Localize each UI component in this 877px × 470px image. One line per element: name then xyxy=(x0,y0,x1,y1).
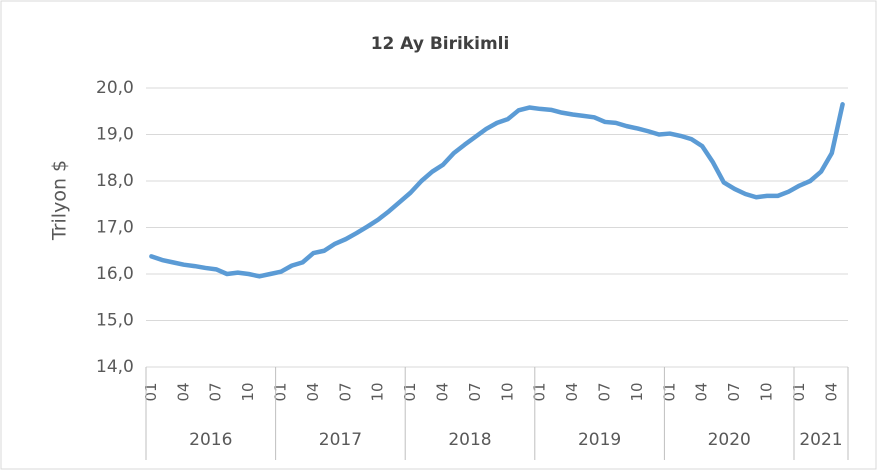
y-tick-label: 16,0 xyxy=(96,264,134,284)
x-tick-label: 04 xyxy=(434,382,452,401)
y-tick-label: 18,0 xyxy=(96,171,134,191)
data-line xyxy=(149,102,845,279)
year-label: 2016 xyxy=(189,430,232,450)
x-tick-label: 01 xyxy=(790,382,808,401)
year-label: 2017 xyxy=(319,430,362,450)
x-tick-label: 01 xyxy=(272,382,290,401)
x-tick-label: 10 xyxy=(628,382,646,401)
x-tick-label: 04 xyxy=(174,382,192,401)
x-tick-label: 04 xyxy=(563,382,581,401)
y-tick-label: 14,0 xyxy=(96,357,134,377)
year-label: 2018 xyxy=(448,430,491,450)
y-axis-label: Trilyon $ xyxy=(49,160,71,241)
year-label: 2021 xyxy=(799,430,842,450)
x-tick-label: 07 xyxy=(596,382,614,401)
chart-title: 12 Ay Birikimli xyxy=(371,34,510,54)
x-tick-label: 10 xyxy=(239,382,257,401)
y-tick-label: 19,0 xyxy=(96,125,134,145)
x-tick-label: 01 xyxy=(142,382,160,401)
year-label: 2020 xyxy=(708,430,751,450)
x-tick-label: 07 xyxy=(466,382,484,401)
x-tick-label: 04 xyxy=(304,382,322,401)
x-tick-label: 07 xyxy=(725,382,743,401)
y-tick-label: 20,0 xyxy=(96,78,134,98)
y-tick-label: 15,0 xyxy=(96,311,134,331)
year-label: 2019 xyxy=(578,430,621,450)
y-tick-label: 17,0 xyxy=(96,218,134,238)
x-tick-label: 01 xyxy=(531,382,549,401)
x-tick-label: 04 xyxy=(822,382,840,401)
x-tick-label: 10 xyxy=(498,382,516,401)
x-tick-label: 10 xyxy=(369,382,387,401)
x-tick-label: 07 xyxy=(207,382,225,401)
x-tick-label: 10 xyxy=(758,382,776,401)
x-tick-label: 07 xyxy=(336,382,354,401)
x-tick-label: 01 xyxy=(401,382,419,401)
x-tick-label: 04 xyxy=(693,382,711,401)
x-tick-label: 01 xyxy=(660,382,678,401)
